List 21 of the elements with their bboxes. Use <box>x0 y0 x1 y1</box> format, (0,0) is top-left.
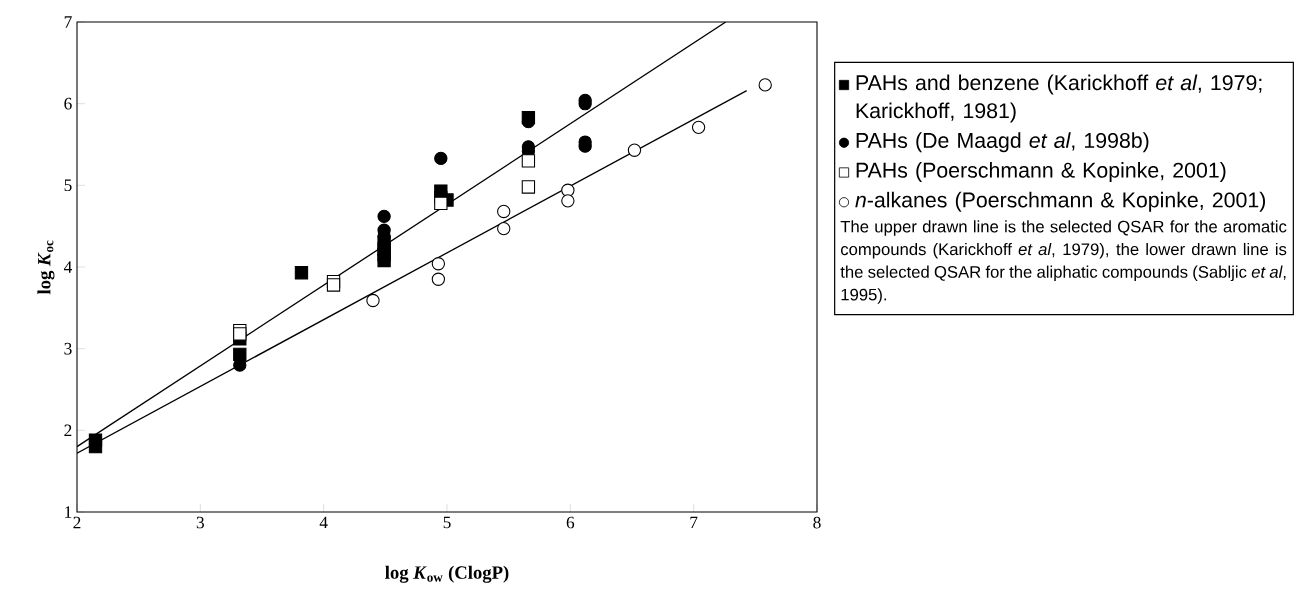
y-tick-label: 2 <box>64 424 72 437</box>
y-tick-label: 3 <box>64 342 72 355</box>
text: PAHs and benzene (Karickhoff et al, 1979; Karickhoff, 1981) <box>856 74 1262 123</box>
text: The upper drawn line is the selected QSAR for the aromatic compounds (Karickhoff et al, 1979), the lower drawn line is the selected QSAR for the aliphatic compounds (Sabljic et al, 1995). <box>840 220 1287 304</box>
x-tick-label: 6 <box>566 516 575 529</box>
x-tick-label: 8 <box>813 516 821 529</box>
x-tick-label: 2 <box>73 516 81 529</box>
legend-label: PAHs (De Maagd et al, 1998b) <box>856 132 1149 153</box>
x-tick-label: 4 <box>319 516 328 529</box>
y-tick-label: 4 <box>63 261 73 273</box>
x-tick-label: 7 <box>690 516 698 529</box>
legend-label: n-alkanes (Poerschmann & Kopinke, 2001) <box>855 191 1266 212</box>
y-tick-label: 1 <box>65 506 72 518</box>
legend-label: PAHs (Poerschmann & Kopinke, 2001) <box>856 162 1226 182</box>
y-tick-label: 6 <box>64 97 72 110</box>
y-tick-label: 7 <box>64 16 72 28</box>
y-tick-label: 5 <box>64 179 72 192</box>
x-tick-label: 5 <box>443 516 451 529</box>
x-axis-title: log K$_{ow}$ (ClogP) <box>385 565 509 583</box>
x-tick-label: 3 <box>196 516 204 529</box>
y-axis-title: log K$_{oc}$ <box>37 240 55 295</box>
